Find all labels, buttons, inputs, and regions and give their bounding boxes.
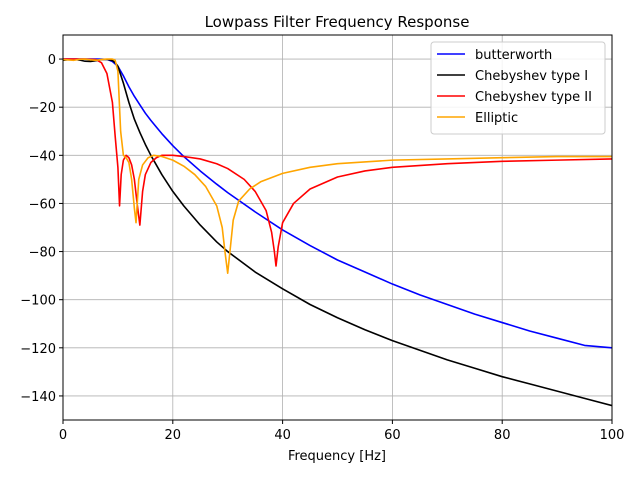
series-line-elliptic	[63, 58, 612, 275]
chart-title: Lowpass Filter Frequency Response	[205, 13, 470, 31]
y-tick-label: −120	[20, 342, 56, 357]
x-tick-label: 0	[59, 428, 67, 443]
y-tick-label: −140	[20, 390, 56, 405]
y-tick-label: 0	[48, 53, 56, 68]
x-tick-label: 100	[600, 428, 625, 443]
y-tick-label: −40	[29, 149, 56, 164]
legend-label: Chebyshev type I	[475, 69, 588, 84]
legend-box	[430, 41, 606, 135]
legend-label: butterworth	[475, 48, 552, 63]
series-line-chebyshev-type-ii	[63, 58, 612, 267]
series-line-butterworth	[63, 58, 612, 349]
x-axis-label: Frequency [Hz]	[288, 449, 386, 464]
x-tick-label: 40	[274, 428, 291, 443]
y-tick-label: −100	[20, 294, 56, 309]
x-tick-label: 60	[384, 428, 401, 443]
y-tick-label: −20	[29, 101, 56, 116]
legend-label: Chebyshev type II	[475, 90, 592, 105]
series-lines	[63, 58, 612, 407]
x-tick-label: 20	[165, 428, 182, 443]
y-tick-label: −60	[29, 197, 56, 212]
legend: butterworth Chebyshev type I Chebyshev typ…	[430, 41, 606, 135]
axis-ticks: 0 20 40 60 80 100 0 −20 −40 −60 −80 −100 −120 −140	[20, 53, 624, 443]
x-tick-label: 80	[494, 428, 511, 443]
plot-frame	[62, 34, 613, 421]
legend-label: Elliptic	[475, 111, 518, 126]
y-tick-label: −80	[29, 246, 56, 261]
